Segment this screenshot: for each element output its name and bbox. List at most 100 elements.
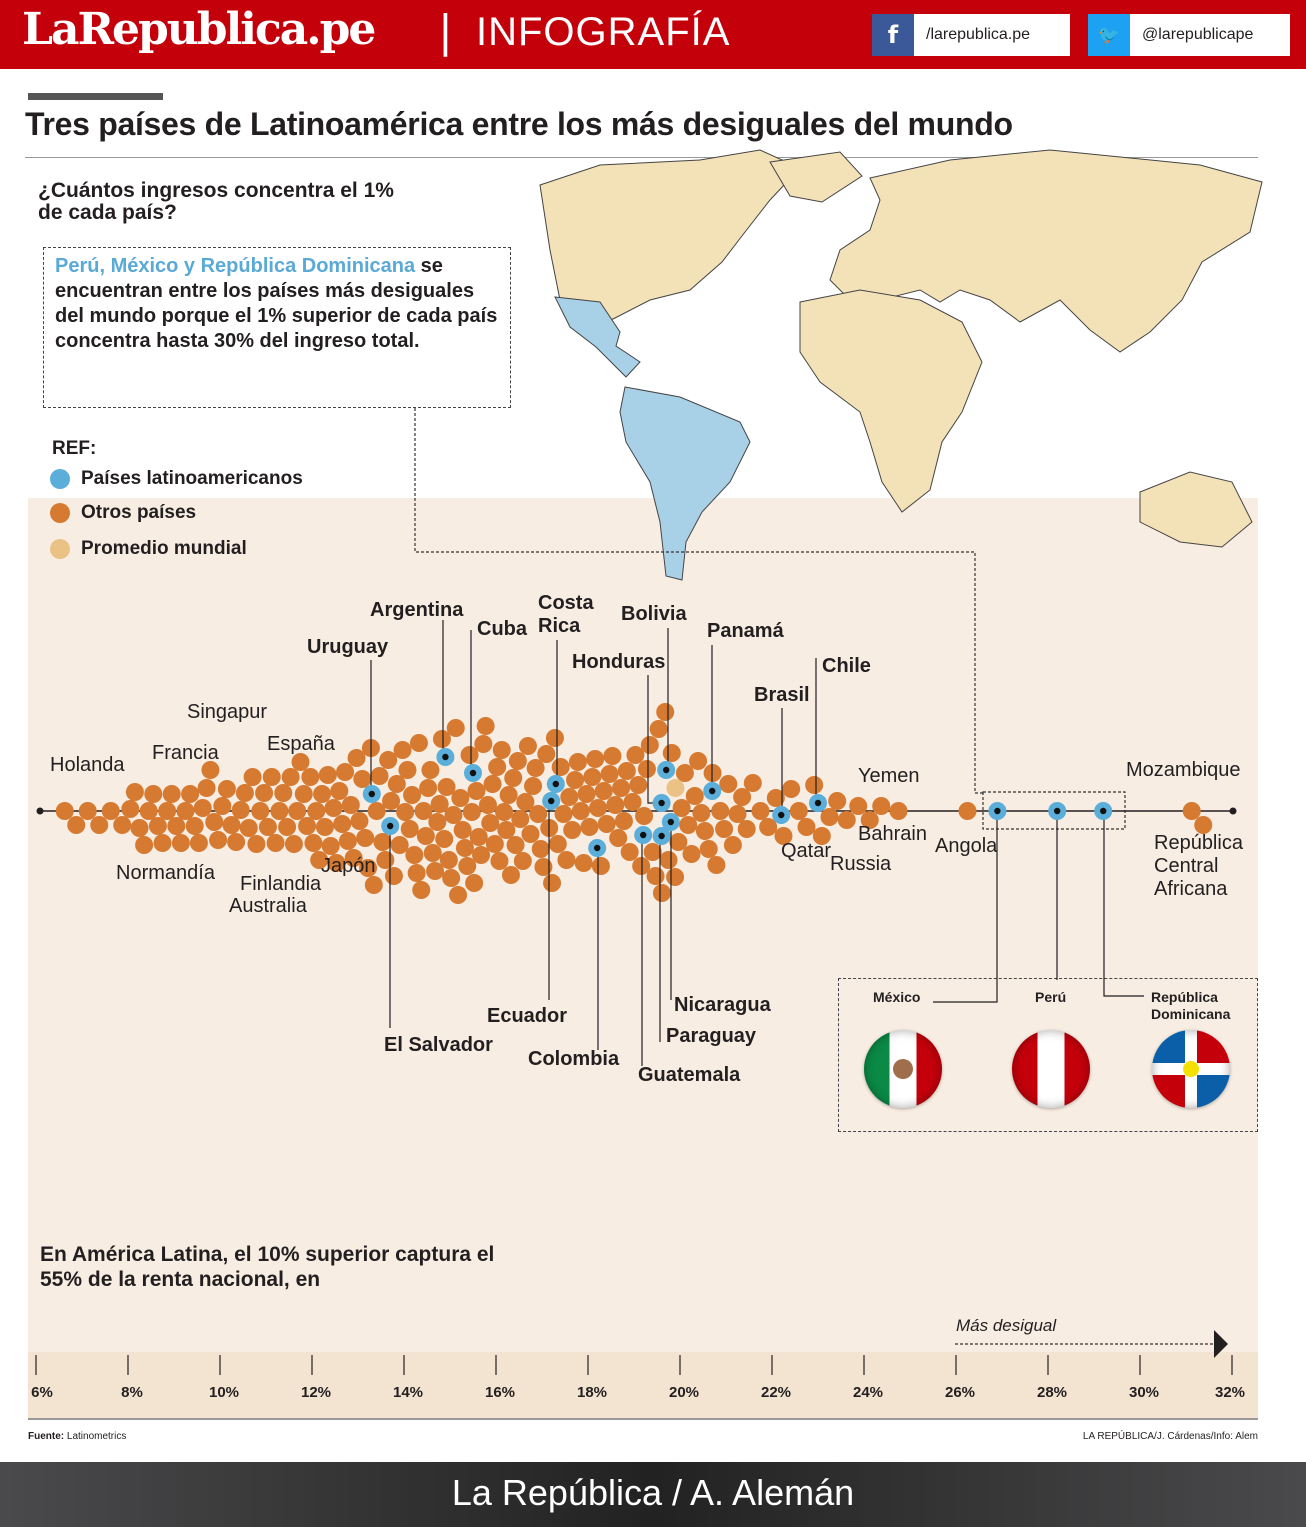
other-country-dot (789, 802, 808, 820)
other-country-dot (537, 745, 556, 763)
other-country-dot (467, 782, 486, 800)
other-country-dot (679, 816, 698, 834)
other-country-dot (620, 843, 639, 861)
other-country-dot (414, 802, 433, 820)
dot-marker (387, 822, 394, 830)
other-country-dot (733, 788, 752, 806)
other-country-dot (516, 793, 535, 811)
other-country-dot (162, 785, 181, 803)
other-country-dot (643, 843, 662, 861)
label-chile: Chile (822, 655, 871, 677)
other-country-dot (382, 792, 401, 810)
label-honduras: Honduras (572, 651, 666, 673)
divider (28, 1418, 1258, 1420)
other-country-dot (594, 782, 613, 800)
other-country-dot (341, 796, 360, 814)
flag-label-dominican-republic: República Dominicana (1151, 989, 1231, 1022)
other-country-dot (78, 802, 97, 820)
other-country-dot (330, 782, 349, 800)
other-country-dot (356, 829, 375, 847)
other-country-dot (350, 812, 369, 830)
dot-marker (594, 844, 601, 852)
other-country-dot (669, 833, 688, 851)
label-francia: Francia (152, 742, 219, 764)
other-country-dot (384, 867, 403, 885)
other-country-dot (209, 831, 228, 849)
label-guatemala: Guatemala (638, 1064, 741, 1086)
other-country-dot (376, 851, 395, 869)
other-country-dot (409, 734, 428, 752)
facebook-icon: f (872, 14, 914, 56)
africa-shape (799, 289, 983, 513)
other-country-dot (652, 884, 671, 902)
other-country-dot (812, 827, 831, 845)
other-country-dot (490, 852, 509, 870)
other-country-dot (506, 836, 525, 854)
other-country-dot (278, 818, 297, 836)
other-country-dot (367, 802, 386, 820)
other-country-dot (364, 876, 383, 894)
label-bahrain: Bahrain (858, 823, 927, 845)
twitter-link[interactable]: 🐦 @larepublicape (1088, 14, 1290, 56)
other-country-dot (501, 866, 520, 884)
other-country-dot (591, 857, 610, 875)
other-country-dot (239, 819, 258, 837)
other-country-dot (774, 827, 793, 845)
other-country-dot (889, 802, 908, 820)
other-country-dot (419, 779, 438, 797)
facebook-link[interactable]: f /larepublica.pe (872, 14, 1070, 56)
intro-text: se encuentran entre los países más desig… (55, 255, 498, 352)
other-country-dot (782, 780, 801, 798)
label-central-african-republic: República Central Africana (1154, 832, 1243, 900)
other-country-dot (820, 808, 839, 826)
other-country-dot (958, 802, 977, 820)
other-country-dot (235, 784, 254, 802)
greenland-shape (769, 151, 863, 203)
other-country-dot (333, 815, 352, 833)
label-russia: Russia (830, 853, 892, 875)
dot-marker (994, 807, 1001, 815)
other-country-dot (313, 785, 332, 803)
other-country-dot (387, 775, 406, 793)
legend-label: Promedio mundial (81, 538, 247, 559)
other-country-dot (483, 775, 502, 793)
other-country-dot (617, 762, 636, 780)
other-country-dot (849, 797, 868, 815)
label-espana: España (267, 733, 335, 755)
other-country-dot (139, 802, 158, 820)
note: En América Latina, el 10% superior captu… (40, 1243, 495, 1291)
x-tick-label: 28% (1037, 1384, 1067, 1401)
other-country-dot (534, 858, 553, 876)
other-country-dot (526, 759, 545, 777)
other-country-dot (672, 799, 691, 817)
other-country-dot (243, 768, 262, 786)
other-country-dot (492, 741, 511, 759)
other-country-dot (412, 881, 431, 899)
other-country-dot (518, 737, 537, 755)
other-country-dot (568, 753, 587, 771)
other-country-dot (321, 837, 340, 855)
other-country-dot (396, 803, 415, 821)
other-country-dot (217, 780, 236, 798)
other-country-dot (432, 730, 451, 748)
other-country-dot (557, 851, 576, 869)
x-tick-label: 24% (853, 1384, 883, 1401)
other-country-dot (656, 703, 675, 721)
other-country-dot (659, 851, 678, 869)
other-country-dot (719, 775, 738, 793)
other-country-dot (344, 849, 363, 867)
other-country-dot (144, 785, 163, 803)
section-title: INFOGRAFÍA (476, 10, 731, 54)
other-country-dot (485, 835, 504, 853)
other-country-dot (508, 752, 527, 770)
other-country-dot (270, 802, 289, 820)
legend-item-other: Otros países (50, 502, 196, 524)
logo[interactable]: LaRepublica.pe (22, 4, 376, 55)
other-country-dot (737, 820, 756, 838)
other-country-dot (222, 816, 241, 834)
other-country-dot (201, 761, 220, 779)
other-country-dot (478, 796, 497, 814)
other-country-dot (1194, 816, 1213, 834)
other-country-dot (307, 802, 326, 820)
other-country-dot (347, 749, 366, 767)
